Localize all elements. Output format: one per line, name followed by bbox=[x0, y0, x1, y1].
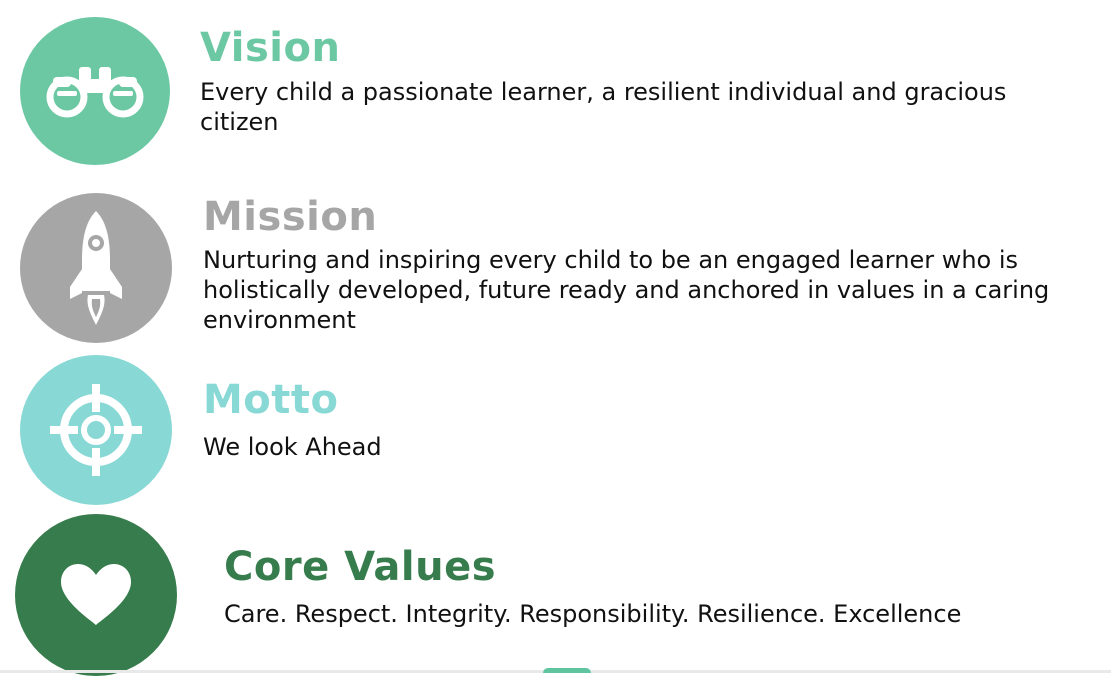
heart-icon bbox=[59, 563, 133, 627]
vision-title: Vision bbox=[200, 25, 341, 71]
vision-circle bbox=[20, 17, 170, 165]
core-values-circle bbox=[15, 514, 177, 676]
core-values-title: Core Values bbox=[224, 544, 497, 590]
scroll-indicator[interactable] bbox=[543, 668, 591, 673]
binoculars-icon bbox=[45, 61, 145, 121]
rocket-icon bbox=[68, 209, 124, 327]
motto-text: We look Ahead bbox=[203, 433, 382, 461]
vision-text: Every child a passionate learner, a resi… bbox=[200, 78, 1007, 136]
core-values-text: Care. Respect. Integrity. Responsibility… bbox=[224, 600, 962, 628]
mission-title: Mission bbox=[203, 194, 378, 240]
motto-circle bbox=[20, 355, 172, 505]
motto-title: Motto bbox=[203, 377, 339, 423]
target-icon bbox=[50, 384, 142, 476]
mission-circle bbox=[20, 193, 172, 343]
mission-text: Nurturing and inspiring every child to b… bbox=[203, 246, 1050, 334]
